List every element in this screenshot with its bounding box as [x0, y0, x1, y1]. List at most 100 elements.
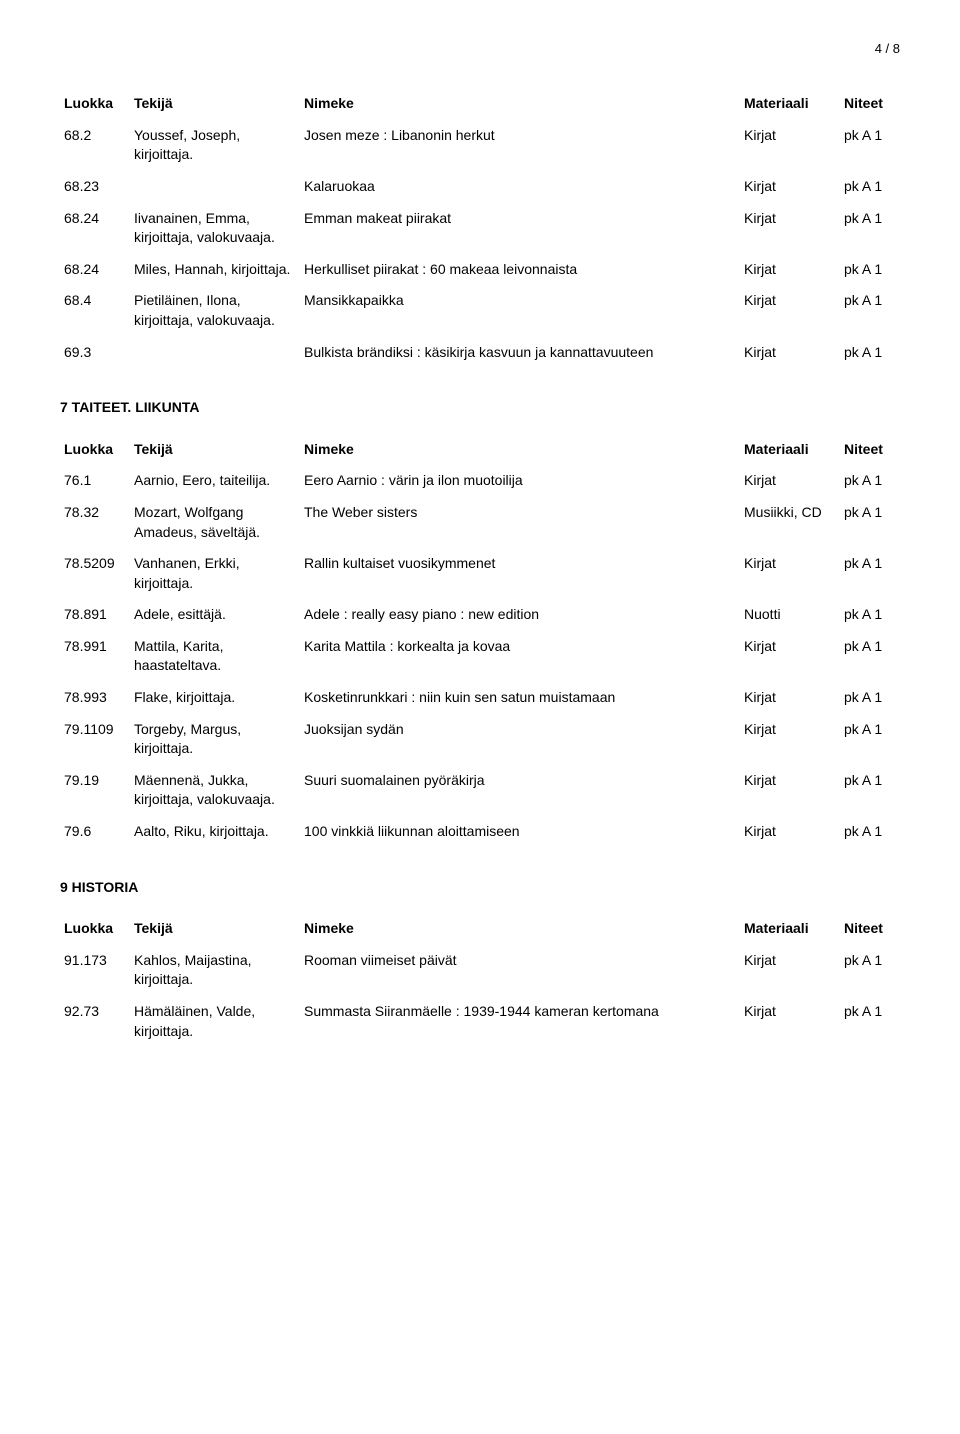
- cell-materiaali: Kirjat: [740, 682, 840, 714]
- col-header-luokka: Luokka: [60, 434, 130, 466]
- table-row: 69.3 Bulkista brändiksi : käsikirja kasvu…: [60, 337, 900, 369]
- cell-luokka: 69.3: [60, 337, 130, 369]
- cell-nimeke: Juoksijan sydän: [300, 714, 740, 765]
- sections-container: LuokkaTekijäNimekeMateriaaliNiteet68.2Yo…: [60, 88, 900, 1047]
- col-header-tekija: Tekijä: [130, 434, 300, 466]
- table-header-row: LuokkaTekijäNimekeMateriaaliNiteet: [60, 913, 900, 945]
- table-row: 68.24Iivanainen, Emma, kirjoittaja, valo…: [60, 203, 900, 254]
- table-row: 92.73Hämäläinen, Valde, kirjoittaja.Summ…: [60, 996, 900, 1047]
- cell-luokka: 68.24: [60, 254, 130, 286]
- table-row: 79.1109Torgeby, Margus, kirjoittaja.Juok…: [60, 714, 900, 765]
- cell-nimeke: Josen meze : Libanonin herkut: [300, 120, 740, 171]
- table-header-row: LuokkaTekijäNimekeMateriaaliNiteet: [60, 434, 900, 466]
- cell-tekija: Mattila, Karita, haastateltava.: [130, 631, 300, 682]
- cell-tekija: Pietiläinen, Ilona, kirjoittaja, valokuv…: [130, 285, 300, 336]
- section-title: 7 TAITEET. LIIKUNTA: [60, 398, 900, 418]
- catalog-table: LuokkaTekijäNimekeMateriaaliNiteet68.2Yo…: [60, 88, 900, 368]
- cell-tekija: Vanhanen, Erkki, kirjoittaja.: [130, 548, 300, 599]
- col-header-materiaali: Materiaali: [740, 434, 840, 466]
- col-header-tekija: Tekijä: [130, 88, 300, 120]
- table-row: 91.173Kahlos, Maijastina, kirjoittaja.Ro…: [60, 945, 900, 996]
- table-header-row: LuokkaTekijäNimekeMateriaaliNiteet: [60, 88, 900, 120]
- cell-tekija: Kahlos, Maijastina, kirjoittaja.: [130, 945, 300, 996]
- cell-nimeke: Eero Aarnio : värin ja ilon muotoilija: [300, 465, 740, 497]
- cell-niteet: pk A 1: [840, 171, 900, 203]
- cell-nimeke: The Weber sisters: [300, 497, 740, 548]
- cell-tekija: Mozart, Wolfgang Amadeus, säveltäjä.: [130, 497, 300, 548]
- cell-materiaali: Kirjat: [740, 631, 840, 682]
- cell-luokka: 79.1109: [60, 714, 130, 765]
- cell-nimeke: Kalaruokaa: [300, 171, 740, 203]
- cell-materiaali: Kirjat: [740, 714, 840, 765]
- cell-tekija: Torgeby, Margus, kirjoittaja.: [130, 714, 300, 765]
- cell-nimeke: Summasta Siiranmäelle : 1939-1944 kamera…: [300, 996, 740, 1047]
- section-title: 9 HISTORIA: [60, 878, 900, 898]
- table-row: 68.24Miles, Hannah, kirjoittaja.Herkulli…: [60, 254, 900, 286]
- page-number: 4 / 8: [60, 40, 900, 58]
- cell-niteet: pk A 1: [840, 816, 900, 848]
- table-row: 79.19Mäennenä, Jukka, kirjoittaja, valok…: [60, 765, 900, 816]
- cell-niteet: pk A 1: [840, 337, 900, 369]
- table-row: 78.5209Vanhanen, Erkki, kirjoittaja.Rall…: [60, 548, 900, 599]
- cell-tekija: Iivanainen, Emma, kirjoittaja, valokuvaa…: [130, 203, 300, 254]
- cell-niteet: pk A 1: [840, 682, 900, 714]
- cell-nimeke: Adele : really easy piano : new edition: [300, 599, 740, 631]
- col-header-niteet: Niteet: [840, 434, 900, 466]
- cell-materiaali: Kirjat: [740, 945, 840, 996]
- col-header-tekija: Tekijä: [130, 913, 300, 945]
- cell-nimeke: 100 vinkkiä liikunnan aloittamiseen: [300, 816, 740, 848]
- cell-tekija: Flake, kirjoittaja.: [130, 682, 300, 714]
- cell-niteet: pk A 1: [840, 599, 900, 631]
- cell-luokka: 78.32: [60, 497, 130, 548]
- table-row: 78.991Mattila, Karita, haastateltava.Kar…: [60, 631, 900, 682]
- cell-nimeke: Bulkista brändiksi : käsikirja kasvuun j…: [300, 337, 740, 369]
- cell-materiaali: Kirjat: [740, 254, 840, 286]
- col-header-niteet: Niteet: [840, 88, 900, 120]
- cell-luokka: 68.4: [60, 285, 130, 336]
- cell-niteet: pk A 1: [840, 120, 900, 171]
- cell-nimeke: Rallin kultaiset vuosikymmenet: [300, 548, 740, 599]
- cell-niteet: pk A 1: [840, 254, 900, 286]
- catalog-table: LuokkaTekijäNimekeMateriaaliNiteet76.1Aa…: [60, 434, 900, 848]
- cell-luokka: 76.1: [60, 465, 130, 497]
- cell-materiaali: Kirjat: [740, 203, 840, 254]
- cell-materiaali: Kirjat: [740, 120, 840, 171]
- cell-niteet: pk A 1: [840, 631, 900, 682]
- cell-tekija: Hämäläinen, Valde, kirjoittaja.: [130, 996, 300, 1047]
- table-row: 78.891Adele, esittäjä.Adele : really eas…: [60, 599, 900, 631]
- col-header-nimeke: Nimeke: [300, 913, 740, 945]
- cell-nimeke: Karita Mattila : korkealta ja kovaa: [300, 631, 740, 682]
- cell-luokka: 68.2: [60, 120, 130, 171]
- cell-materiaali: Kirjat: [740, 285, 840, 336]
- table-row: 68.2Youssef, Joseph, kirjoittaja.Josen m…: [60, 120, 900, 171]
- col-header-nimeke: Nimeke: [300, 88, 740, 120]
- cell-nimeke: Emman makeat piirakat: [300, 203, 740, 254]
- cell-materiaali: Kirjat: [740, 465, 840, 497]
- cell-niteet: pk A 1: [840, 548, 900, 599]
- cell-materiaali: Kirjat: [740, 765, 840, 816]
- cell-luokka: 79.6: [60, 816, 130, 848]
- cell-tekija: Aalto, Riku, kirjoittaja.: [130, 816, 300, 848]
- cell-materiaali: Nuotti: [740, 599, 840, 631]
- cell-nimeke: Rooman viimeiset päivät: [300, 945, 740, 996]
- cell-tekija: Mäennenä, Jukka, kirjoittaja, valokuvaaj…: [130, 765, 300, 816]
- cell-luokka: 78.891: [60, 599, 130, 631]
- col-header-materiaali: Materiaali: [740, 913, 840, 945]
- cell-niteet: pk A 1: [840, 714, 900, 765]
- cell-luokka: 91.173: [60, 945, 130, 996]
- table-row: 78.32Mozart, Wolfgang Amadeus, säveltäjä…: [60, 497, 900, 548]
- table-row: 68.23KalaruokaaKirjatpk A 1: [60, 171, 900, 203]
- cell-nimeke: Kosketinrunkkari : niin kuin sen satun m…: [300, 682, 740, 714]
- cell-luokka: 78.993: [60, 682, 130, 714]
- cell-luokka: 68.24: [60, 203, 130, 254]
- table-row: 78.993Flake, kirjoittaja.Kosketinrunkkar…: [60, 682, 900, 714]
- cell-tekija: [130, 171, 300, 203]
- cell-tekija: Aarnio, Eero, taiteilija.: [130, 465, 300, 497]
- cell-materiaali: Kirjat: [740, 337, 840, 369]
- cell-nimeke: Suuri suomalainen pyöräkirja: [300, 765, 740, 816]
- table-row: 76.1Aarnio, Eero, taiteilija.Eero Aarnio…: [60, 465, 900, 497]
- cell-tekija: Miles, Hannah, kirjoittaja.: [130, 254, 300, 286]
- cell-tekija: [130, 337, 300, 369]
- cell-niteet: pk A 1: [840, 996, 900, 1047]
- cell-tekija: Adele, esittäjä.: [130, 599, 300, 631]
